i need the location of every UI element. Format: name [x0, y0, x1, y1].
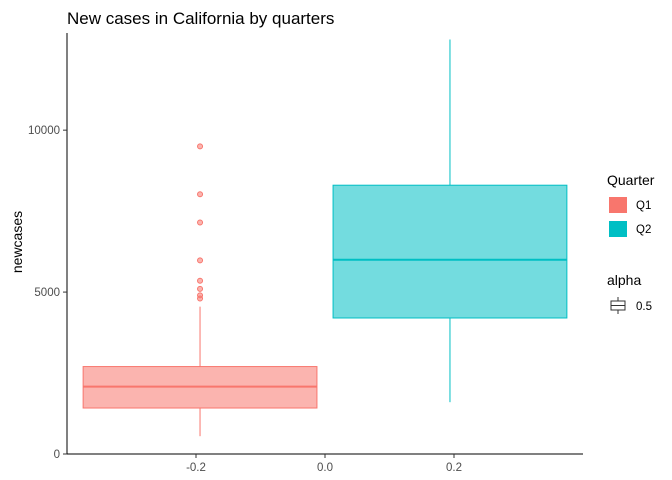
box-q2: [332, 39, 568, 403]
y-axis-ticks: 0 5000 10000: [28, 125, 67, 461]
plot-area: [82, 39, 568, 437]
y-tick-label: 5000: [34, 287, 60, 299]
legend-alpha-boxplot-key-icon: [610, 297, 626, 314]
legend-quarter: Quarter Q1 Q2: [607, 172, 655, 237]
legend-alpha: alpha 0.5: [607, 272, 652, 314]
chart-title: New cases in California by quarters: [67, 9, 334, 28]
legend-q1-label: Q1: [636, 200, 651, 212]
box-body-q2: [332, 184, 568, 319]
x-tick-label: 0.0: [317, 462, 333, 474]
y-tick-label: 10000: [28, 125, 60, 137]
legend-alpha-label: 0.5: [636, 301, 652, 313]
box-q1: [82, 143, 318, 437]
x-tick-label: -0.2: [186, 462, 206, 474]
outlier-point-q1: [197, 257, 204, 264]
outlier-point-q1: [197, 295, 204, 302]
x-axis-ticks: -0.2 0.0 0.2: [186, 454, 462, 474]
legend-q1-swatch: [609, 197, 627, 213]
outlier-point-q1: [197, 191, 204, 198]
y-axis-label: newcases: [9, 211, 25, 273]
outlier-point-q1: [197, 219, 204, 226]
x-tick-label: 0.2: [446, 462, 462, 474]
y-tick-label: 0: [54, 449, 60, 461]
legend-q2-label: Q2: [636, 224, 651, 236]
outlier-point-q1: [197, 143, 204, 150]
outlier-point-q1: [197, 285, 204, 292]
legend-q2-swatch: [609, 221, 627, 237]
legend-quarter-title: Quarter: [607, 172, 655, 188]
legend-alpha-title: alpha: [607, 272, 641, 288]
outlier-point-q1: [197, 277, 204, 284]
